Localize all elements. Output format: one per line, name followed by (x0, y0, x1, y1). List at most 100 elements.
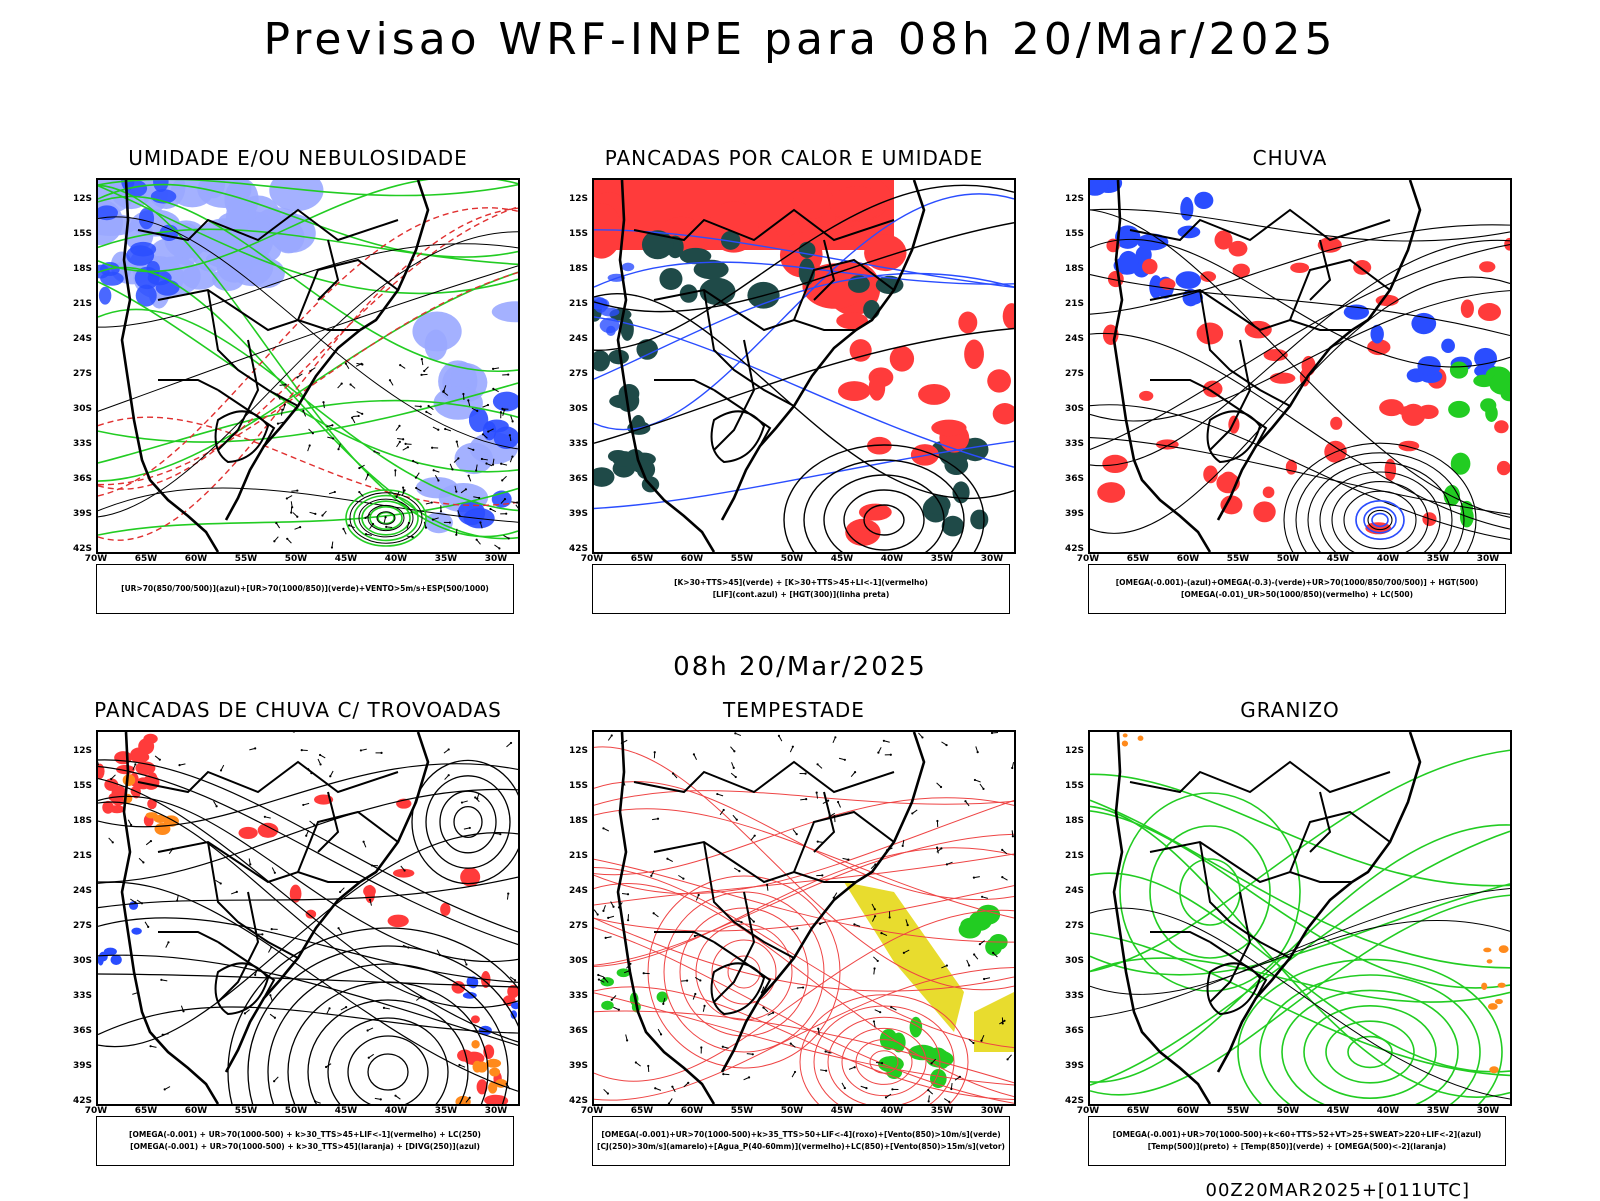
lon-tick-label: 40W (376, 554, 416, 564)
panel-title: PANCADAS POR CALOR E UMIDADE (544, 146, 1044, 170)
lon-tick-label: 45W (822, 1106, 862, 1116)
forecast-map (592, 730, 1016, 1106)
lat-tick-label: 12S (1048, 746, 1084, 756)
lat-tick-label: 21S (552, 299, 588, 309)
lon-tick-label: 60W (672, 554, 712, 564)
lon-tick-label: 35W (426, 554, 466, 564)
lon-tick-label: 30W (1468, 554, 1508, 564)
lon-tick-label: 70W (76, 554, 116, 564)
lon-tick-label: 45W (1318, 1106, 1358, 1116)
lat-tick-label: 33S (1048, 439, 1084, 449)
main-title: Previsao WRF-INPE para 08h 20/Mar/2025 (0, 14, 1600, 65)
lat-tick-label: 30S (56, 404, 92, 414)
lat-tick-label: 21S (552, 851, 588, 861)
lat-tick-label: 18S (1048, 816, 1084, 826)
panel-title: TEMPESTADE (544, 698, 1044, 722)
lat-tick-label: 12S (56, 746, 92, 756)
lat-tick-label: 24S (1048, 334, 1084, 344)
lon-tick-label: 50W (1268, 554, 1308, 564)
lon-tick-label: 35W (922, 1106, 962, 1116)
lon-tick-label: 45W (1318, 554, 1358, 564)
lat-tick-label: 30S (552, 404, 588, 414)
lat-tick-label: 36S (552, 474, 588, 484)
lat-tick-label: 39S (1048, 509, 1084, 519)
lat-tick-label: 36S (56, 1026, 92, 1036)
lon-tick-label: 65W (622, 1106, 662, 1116)
lat-tick-label: 42S (1048, 1096, 1084, 1106)
lat-tick-label: 24S (552, 334, 588, 344)
lon-tick-label: 55W (226, 1106, 266, 1116)
lon-tick-label: 70W (1068, 554, 1108, 564)
lat-tick-label: 24S (1048, 886, 1084, 896)
panel-title: UMIDADE E/OU NEBULOSIDADE (48, 146, 548, 170)
lon-tick-label: 55W (722, 1106, 762, 1116)
lon-tick-label: 40W (872, 554, 912, 564)
lat-tick-label: 33S (1048, 991, 1084, 1001)
lat-tick-label: 39S (552, 509, 588, 519)
map-plot (98, 732, 518, 1104)
lat-tick-label: 18S (552, 264, 588, 274)
lon-tick-label: 65W (1118, 1106, 1158, 1116)
lon-tick-label: 70W (572, 1106, 612, 1116)
mid-title: 08h 20/Mar/2025 (0, 652, 1600, 682)
lon-tick-label: 60W (1168, 1106, 1208, 1116)
lat-tick-label: 24S (56, 334, 92, 344)
lat-tick-label: 24S (56, 886, 92, 896)
lon-tick-label: 35W (426, 1106, 466, 1116)
lat-tick-label: 27S (1048, 921, 1084, 931)
lon-tick-label: 50W (1268, 1106, 1308, 1116)
lon-tick-label: 65W (1118, 554, 1158, 564)
lat-tick-label: 33S (56, 991, 92, 1001)
panel-legend: [OMEGA(-0.001)-(azul)+OMEGA(-0.3)-(verde… (1088, 564, 1506, 614)
lon-tick-label: 70W (572, 554, 612, 564)
forecast-map (96, 178, 520, 554)
lat-tick-label: 12S (56, 194, 92, 204)
lon-tick-label: 65W (126, 554, 166, 564)
lon-tick-label: 65W (622, 554, 662, 564)
panel-title: PANCADAS DE CHUVA C/ TROVOADAS (48, 698, 548, 722)
lon-tick-label: 70W (76, 1106, 116, 1116)
lat-tick-label: 15S (552, 229, 588, 239)
lon-tick-label: 55W (1218, 554, 1258, 564)
map-plot (594, 180, 1014, 552)
panel-title: GRANIZO (1040, 698, 1540, 722)
panel-legend: [OMEGA(-0.001) + UR>70(1000-500) + k>30_… (96, 1116, 514, 1166)
lat-tick-label: 12S (1048, 194, 1084, 204)
lat-tick-label: 42S (56, 1096, 92, 1106)
lon-tick-label: 40W (1368, 1106, 1408, 1116)
lat-tick-label: 36S (552, 1026, 588, 1036)
lat-tick-label: 36S (1048, 474, 1084, 484)
legend-line: [OMEGA(-0.001) + UR>70(1000-500) + k>30_… (97, 1141, 513, 1153)
lat-tick-label: 33S (552, 439, 588, 449)
lon-tick-label: 30W (972, 554, 1012, 564)
lat-tick-label: 15S (1048, 781, 1084, 791)
lat-tick-label: 18S (1048, 264, 1084, 274)
lon-tick-label: 70W (1068, 1106, 1108, 1116)
lat-tick-label: 21S (56, 851, 92, 861)
lon-tick-label: 65W (126, 1106, 166, 1116)
legend-line: [OMEGA(-0.001)+UR>70(1000-500)+k>35_TTS>… (593, 1129, 1009, 1141)
lon-tick-label: 60W (176, 554, 216, 564)
forecast-map (592, 178, 1016, 554)
map-plot (98, 180, 518, 552)
lat-tick-label: 15S (1048, 229, 1084, 239)
lon-tick-label: 35W (1418, 1106, 1458, 1116)
lat-tick-label: 36S (1048, 1026, 1084, 1036)
lat-tick-label: 39S (552, 1061, 588, 1071)
legend-line: [LIF](cont.azul) + [HGT(300)](linha pret… (593, 589, 1009, 601)
legend-line: [OMEGA(-0.01)_UR>50(1000/850)(vermelho) … (1089, 589, 1505, 601)
lon-tick-label: 35W (1418, 554, 1458, 564)
lon-tick-label: 40W (1368, 554, 1408, 564)
lat-tick-label: 27S (56, 369, 92, 379)
lat-tick-label: 42S (552, 544, 588, 554)
forecast-map (96, 730, 520, 1106)
lon-tick-label: 30W (972, 1106, 1012, 1116)
panel-legend: [OMEGA(-0.001)+UR>70(1000-500)+k<60+TTS>… (1088, 1116, 1506, 1166)
lat-tick-label: 15S (56, 229, 92, 239)
lat-tick-label: 42S (552, 1096, 588, 1106)
